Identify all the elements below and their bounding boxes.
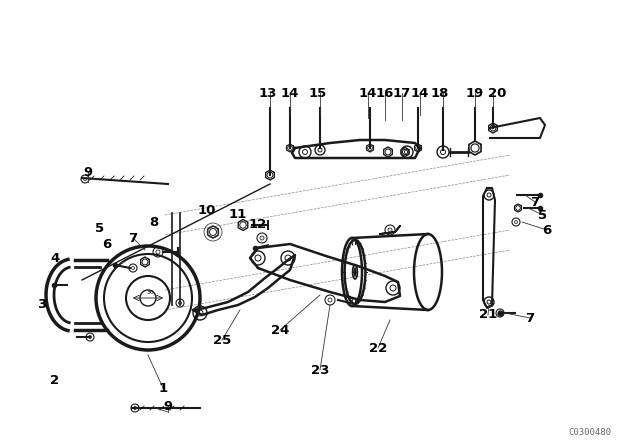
Text: 15: 15 <box>309 86 327 99</box>
Text: 9: 9 <box>83 165 93 178</box>
Text: 22: 22 <box>369 341 387 354</box>
Text: 1: 1 <box>159 382 168 395</box>
Text: 2: 2 <box>51 374 60 387</box>
Text: 18: 18 <box>431 86 449 99</box>
Text: 7: 7 <box>531 195 540 208</box>
Text: 16: 16 <box>376 86 394 99</box>
Text: 23: 23 <box>311 363 329 376</box>
Text: 12: 12 <box>249 217 267 231</box>
Text: 14: 14 <box>359 86 377 99</box>
Text: 11: 11 <box>229 207 247 220</box>
Text: 14: 14 <box>281 86 299 99</box>
Text: 25: 25 <box>213 333 231 346</box>
Text: 24: 24 <box>271 323 289 336</box>
Text: 5: 5 <box>538 208 548 221</box>
Text: 6: 6 <box>102 237 111 250</box>
Text: 6: 6 <box>542 224 552 237</box>
Text: 20: 20 <box>488 86 506 99</box>
Text: 17: 17 <box>393 86 411 99</box>
Text: 8: 8 <box>149 215 159 228</box>
Text: 4: 4 <box>51 251 60 264</box>
Text: 30: 30 <box>146 290 154 295</box>
Text: 19: 19 <box>466 86 484 99</box>
Text: 10: 10 <box>198 203 216 216</box>
Text: 7: 7 <box>525 311 534 324</box>
Text: 7: 7 <box>129 232 138 245</box>
Text: 9: 9 <box>163 400 173 413</box>
Text: 21: 21 <box>479 309 497 322</box>
Text: 3: 3 <box>37 298 47 311</box>
Text: 5: 5 <box>95 221 104 234</box>
Text: 13: 13 <box>259 86 277 99</box>
Text: C0300480: C0300480 <box>568 427 611 436</box>
Text: 14: 14 <box>411 86 429 99</box>
